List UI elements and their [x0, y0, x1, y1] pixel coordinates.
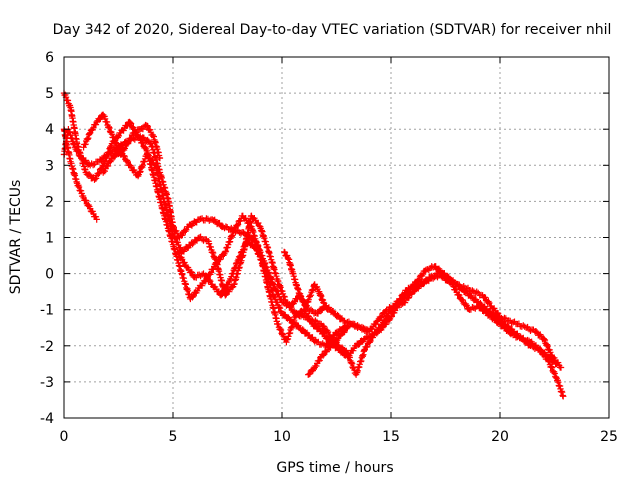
x-tick-label: 10	[273, 429, 291, 445]
x-tick-label: 0	[60, 429, 69, 445]
series-track-d	[80, 111, 373, 349]
grid	[64, 57, 609, 418]
y-axis-label: SDTVAR / TECUs	[8, 180, 24, 295]
series-markers	[281, 248, 331, 313]
series-track-a	[60, 126, 565, 371]
y-tick-label: 3	[45, 158, 54, 174]
y-tick-label: -3	[40, 375, 54, 391]
series-markers	[60, 126, 565, 371]
y-tick-label: -1	[40, 303, 54, 319]
y-tick-label: -4	[40, 411, 54, 427]
y-tick-label: 5	[45, 86, 54, 102]
series-track-e	[281, 248, 331, 313]
x-tick-label: 15	[382, 429, 400, 445]
series-markers	[60, 89, 567, 400]
y-tick-label: 0	[45, 267, 54, 283]
chart-title: Day 342 of 2020, Sidereal Day-to-day VTE…	[53, 22, 612, 38]
x-tick-label: 5	[169, 429, 178, 445]
y-tick-label: 2	[45, 194, 54, 210]
series-markers	[305, 324, 351, 378]
data-points	[60, 89, 567, 400]
x-tick-label: 20	[491, 429, 509, 445]
y-tick-label: 6	[45, 50, 54, 66]
y-tick-label: 1	[45, 231, 54, 247]
axis-ticks: 0 5 10 15 20 25 -4 -3 -2 -1 0 1 2 3 4 5 6	[40, 50, 618, 445]
series-track-b	[60, 89, 567, 400]
series-track-f	[305, 324, 351, 378]
y-tick-label: -2	[40, 339, 54, 355]
series-markers	[80, 111, 373, 349]
x-tick-label: 25	[600, 429, 618, 445]
x-axis-label: GPS time / hours	[276, 460, 393, 476]
y-tick-label: 4	[45, 122, 54, 138]
